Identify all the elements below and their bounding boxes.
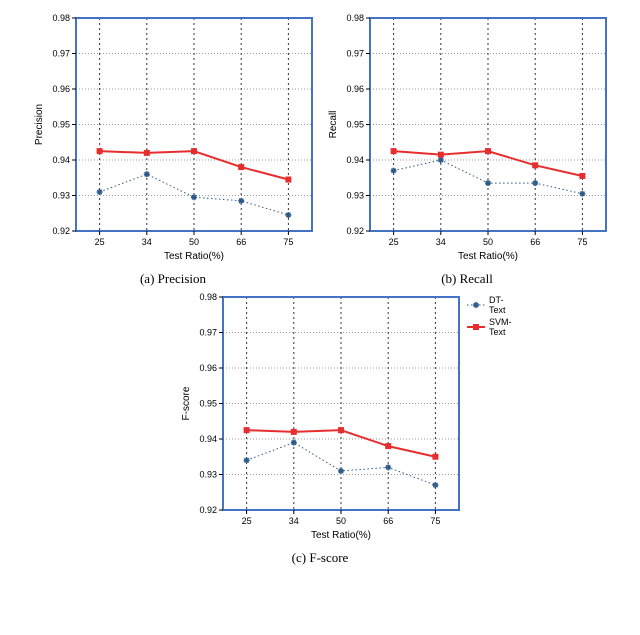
panel-caption: (c) F-score xyxy=(292,550,349,566)
series-marker-svm xyxy=(244,427,250,433)
xtick-label: 66 xyxy=(383,516,393,526)
series-marker-dt xyxy=(338,468,344,474)
yaxis-label: F-score xyxy=(181,386,192,420)
series-marker-dt xyxy=(438,157,444,163)
xtick-label: 25 xyxy=(95,237,105,247)
ytick-label: 0.95 xyxy=(199,399,217,409)
series-marker-svm xyxy=(238,164,244,170)
legend-item-svm: SVM-Text xyxy=(467,317,512,337)
series-marker-dt xyxy=(432,482,438,488)
series-marker-svm xyxy=(291,429,297,435)
ytick-label: 0.94 xyxy=(346,155,364,165)
series-marker-svm xyxy=(385,443,391,449)
series-marker-dt xyxy=(485,180,491,186)
ytick-label: 0.98 xyxy=(199,292,217,302)
xtick-label: 25 xyxy=(389,237,399,247)
series-marker-dt xyxy=(191,194,197,200)
xaxis-label: Test Ratio(%) xyxy=(164,251,224,262)
ytick-label: 0.97 xyxy=(52,49,70,59)
ytick-label: 0.98 xyxy=(52,13,70,23)
series-marker-svm xyxy=(532,162,538,168)
series-marker-svm xyxy=(485,148,491,154)
ytick-label: 0.97 xyxy=(346,49,364,59)
panel-recall: 0.92 0.93 0.94 0.95 0.96 0.97 0.98 25 34 50 66 75 Te… xyxy=(322,12,612,287)
series-marker-svm xyxy=(144,150,150,156)
series-marker-dt xyxy=(285,212,291,218)
xtick-label: 75 xyxy=(577,237,587,247)
ytick-label: 0.97 xyxy=(199,328,217,338)
series-marker-svm xyxy=(285,177,291,183)
series-marker-dt xyxy=(244,457,250,463)
ytick-label: 0.96 xyxy=(52,84,70,94)
xtick-label: 34 xyxy=(436,237,446,247)
legend-label: DT-Text xyxy=(489,295,512,315)
series-marker-dt xyxy=(579,191,585,197)
series-marker-dt xyxy=(291,440,297,446)
xaxis-label: Test Ratio(%) xyxy=(458,251,518,262)
legend-swatch-svm xyxy=(467,322,485,332)
series-line-svm xyxy=(100,151,289,179)
ytick-label: 0.95 xyxy=(52,120,70,130)
legend-swatch-dt xyxy=(467,300,485,310)
yaxis-label: Recall xyxy=(328,111,339,139)
xtick-label: 50 xyxy=(483,237,493,247)
chart-recall: 0.92 0.93 0.94 0.95 0.96 0.97 0.98 25 34 50 66 75 Te… xyxy=(322,12,612,267)
xtick-label: 34 xyxy=(289,516,299,526)
legend-item-dt: DT-Text xyxy=(467,295,512,315)
chart-fscore: 0.92 0.93 0.94 0.95 0.96 0.97 0.98 25 34 50 66 75 Te… xyxy=(175,291,465,546)
series-marker-dt xyxy=(97,189,103,195)
xtick-label: 50 xyxy=(336,516,346,526)
ytick-label: 0.94 xyxy=(199,434,217,444)
series-marker-svm xyxy=(432,454,438,460)
series-marker-svm xyxy=(579,173,585,179)
series-marker-dt xyxy=(391,168,397,174)
ytick-label: 0.93 xyxy=(199,470,217,480)
ytick-label: 0.96 xyxy=(346,84,364,94)
xtick-label: 75 xyxy=(430,516,440,526)
xaxis-label: Test Ratio(%) xyxy=(311,530,371,541)
ytick-label: 0.92 xyxy=(346,226,364,236)
xtick-label: 66 xyxy=(236,237,246,247)
panel-caption: (a) Precision xyxy=(140,271,206,287)
legend-label: SVM-Text xyxy=(489,317,512,337)
xtick-label: 66 xyxy=(530,237,540,247)
xtick-label: 34 xyxy=(142,237,152,247)
series-marker-dt xyxy=(385,464,391,470)
legend: DT-TextSVM-Text xyxy=(467,295,512,339)
chart-precision: 0.92 0.93 0.94 0.95 0.96 0.97 0.98 25 34 50 66 75 Te… xyxy=(28,12,318,267)
series-marker-svm xyxy=(338,427,344,433)
panel-fscore: 0.92 0.93 0.94 0.95 0.96 0.97 0.98 25 34 50 66 75 Te… xyxy=(175,291,465,566)
ytick-label: 0.92 xyxy=(199,505,217,515)
ytick-label: 0.94 xyxy=(52,155,70,165)
ytick-label: 0.96 xyxy=(199,363,217,373)
panel-precision: 0.92 0.93 0.94 0.95 0.96 0.97 0.98 25 34 50 66 75 Te… xyxy=(28,12,318,287)
series-marker-dt xyxy=(238,198,244,204)
ytick-label: 0.98 xyxy=(346,13,364,23)
series-marker-svm xyxy=(438,152,444,158)
series-marker-svm xyxy=(391,148,397,154)
ytick-label: 0.93 xyxy=(346,191,364,201)
series-marker-dt xyxy=(144,171,150,177)
series-marker-dt xyxy=(532,180,538,186)
series-marker-svm xyxy=(191,148,197,154)
yaxis-label: Precision xyxy=(34,104,45,145)
xtick-label: 75 xyxy=(283,237,293,247)
xtick-label: 25 xyxy=(242,516,252,526)
ytick-label: 0.93 xyxy=(52,191,70,201)
panels-container: 0.92 0.93 0.94 0.95 0.96 0.97 0.98 25 34 50 66 75 Te… xyxy=(10,10,630,568)
series-marker-svm xyxy=(97,148,103,154)
ytick-label: 0.92 xyxy=(52,226,70,236)
xtick-label: 50 xyxy=(189,237,199,247)
panel-caption: (b) Recall xyxy=(441,271,493,287)
ytick-label: 0.95 xyxy=(346,120,364,130)
